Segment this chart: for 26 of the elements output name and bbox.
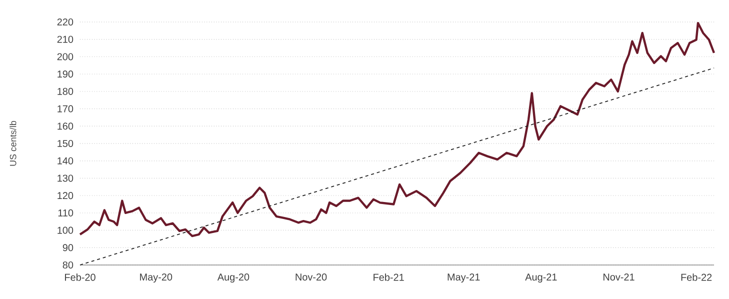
y-tick-label: 200 (57, 53, 74, 60)
y-tick-label: 190 (58, 70, 74, 78)
x-tick-label: May-20 (140, 274, 172, 283)
x-tick-label: Aug-21 (525, 274, 557, 283)
x-tick-label: Feb-20 (65, 274, 96, 281)
y-tick-label: 160 (58, 122, 74, 130)
y-tick-label: 90 (62, 244, 74, 252)
line-series (78, 22, 716, 238)
y-tick-label: 120 (58, 192, 74, 200)
x-tick-label: Nov-20 (296, 274, 327, 281)
y-tick-label: 130 (58, 174, 74, 182)
y-tick-label: 180 (58, 88, 74, 95)
x-tick-label: May-21 (448, 274, 480, 283)
y-tick-label: 210 (57, 36, 74, 43)
y-tick-label: 220 (57, 18, 74, 26)
x-tick-label: Feb-21 (374, 274, 404, 281)
y-tick-label: 110 (58, 209, 74, 216)
x-tick-label: Aug-20 (217, 274, 250, 283)
y-tick-label: 150 (58, 140, 74, 148)
x-tick-label: Feb-22 (681, 274, 712, 281)
y-tick-label: 80 (62, 261, 74, 269)
x-tick-label: Nov-21 (603, 274, 634, 281)
y-tick-label: 100 (58, 226, 74, 234)
y-axis-title: US cents/lb (10, 120, 16, 166)
y-tick-label: 140 (58, 157, 74, 164)
y-tick-label: 170 (58, 105, 74, 112)
